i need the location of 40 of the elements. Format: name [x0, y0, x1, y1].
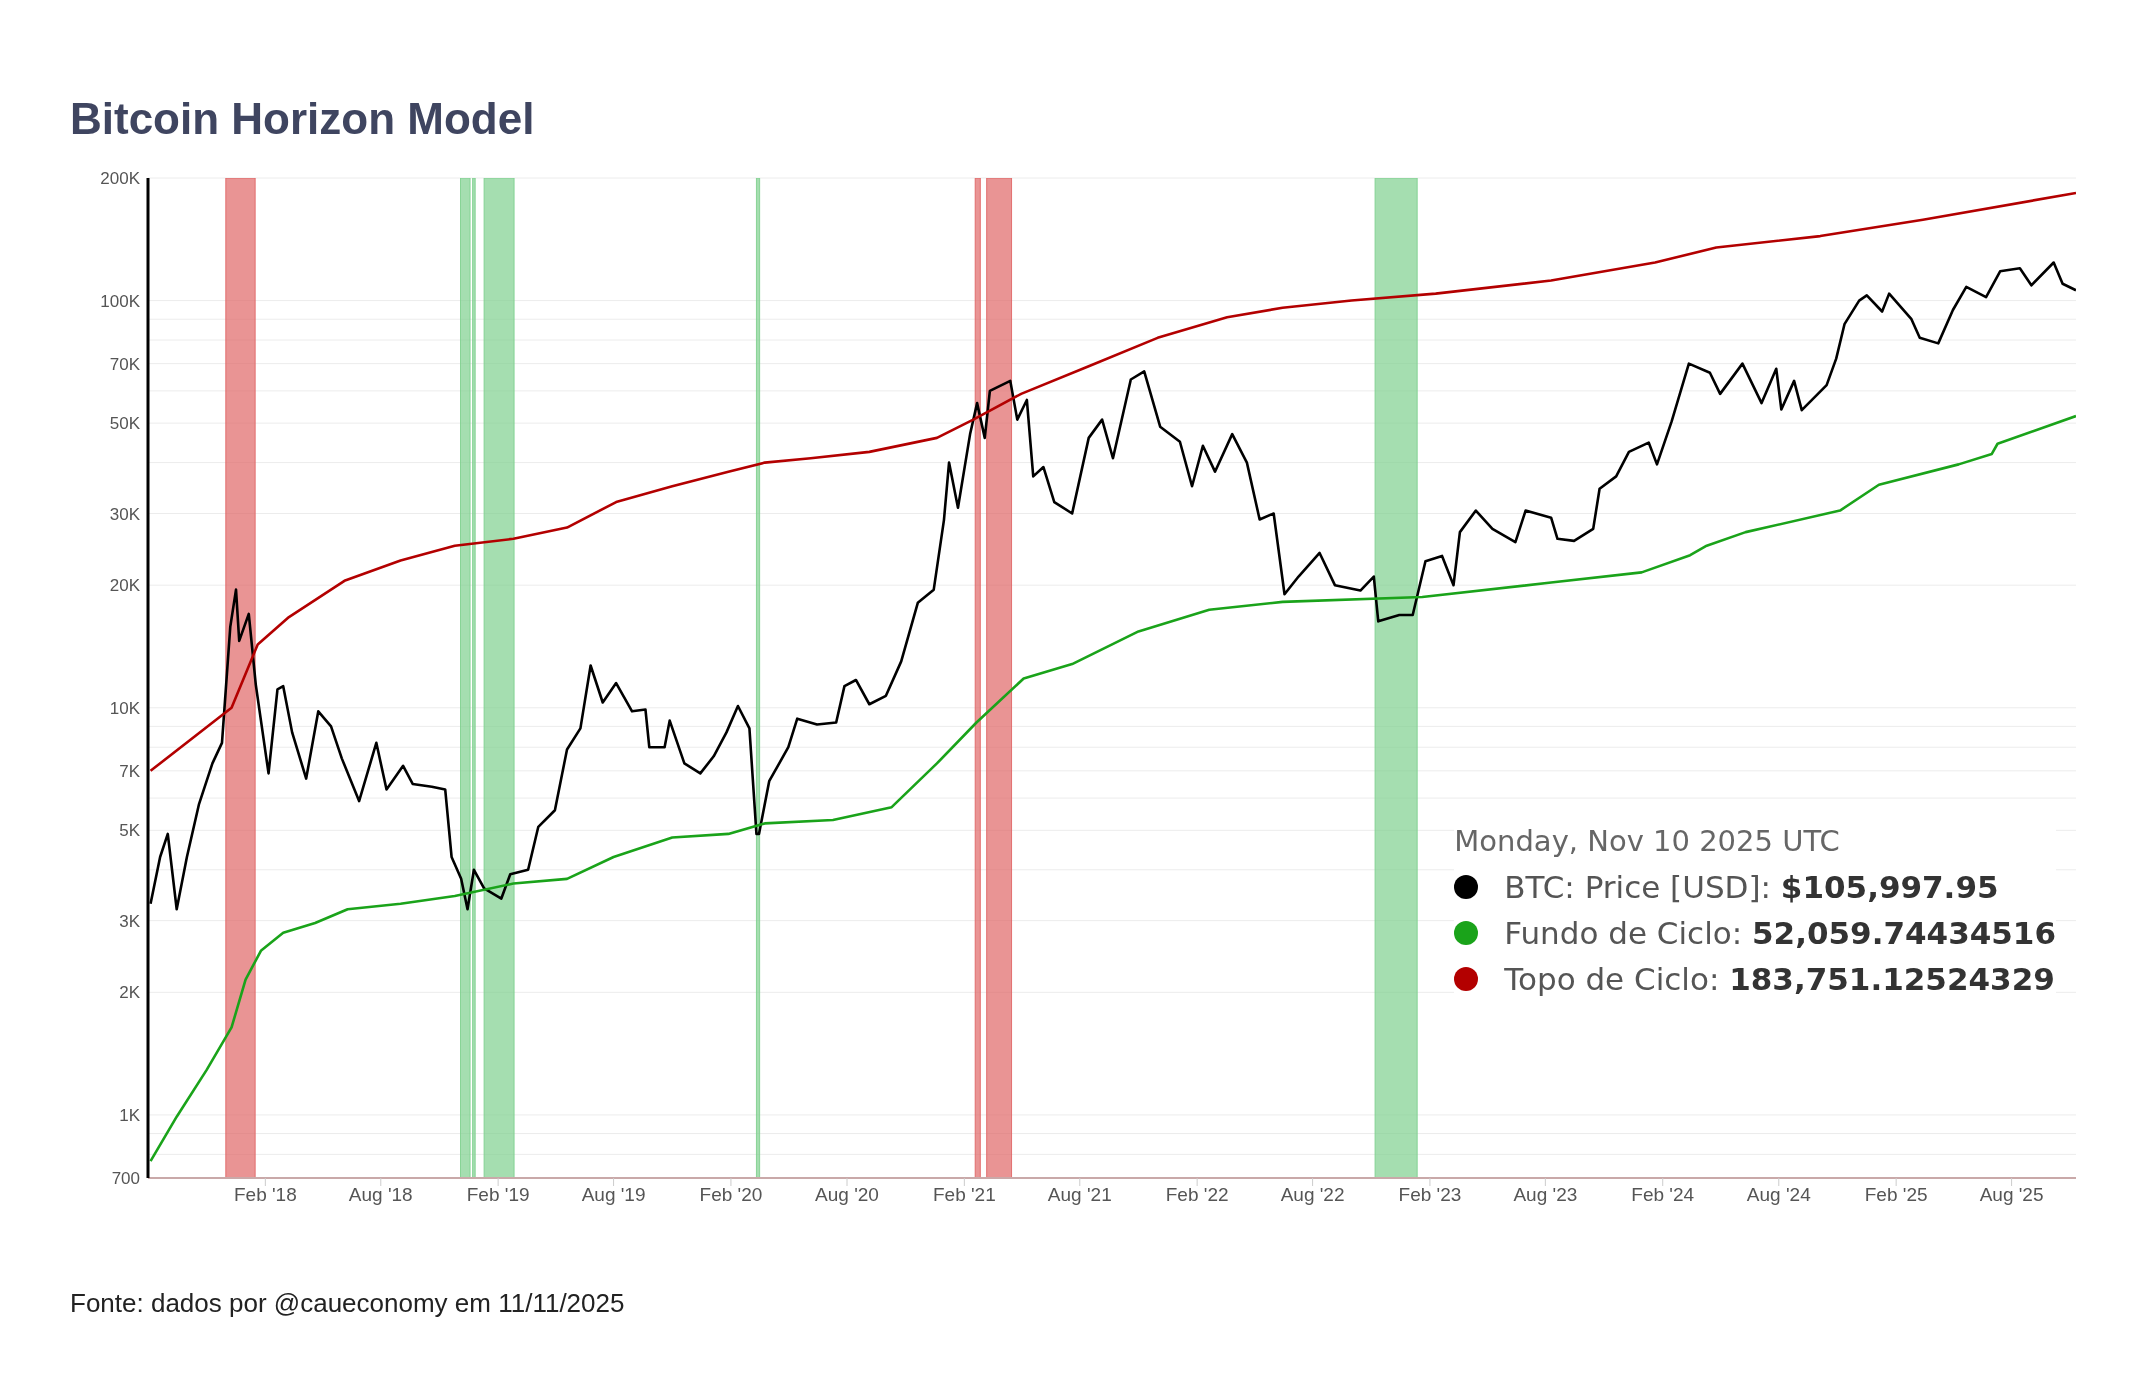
y-tick-label: 200K: [100, 169, 141, 189]
y-tick-label: 1K: [119, 1105, 141, 1125]
x-tick-label: Aug '18: [348, 1184, 413, 1206]
x-tick-label: Aug '20: [815, 1184, 879, 1206]
y-tick-label: 20K: [109, 576, 141, 596]
y-tick-label: 30K: [109, 504, 141, 524]
y-tick-label: 100K: [100, 291, 141, 311]
y-tick-label: 70K: [109, 354, 141, 374]
legend-label: BTC: Price [USD]:: [1504, 868, 1772, 907]
y-tick-label: 50K: [109, 414, 141, 434]
x-tick-label: Aug '22: [1280, 1184, 1345, 1206]
line-series: [149, 191, 2076, 773]
x-tick-label: Aug '25: [1979, 1184, 2044, 1206]
x-tick-label: Feb '25: [1864, 1184, 1928, 1206]
x-tick-label: Feb '22: [1165, 1184, 1229, 1206]
x-tick-label: Feb '23: [1398, 1184, 1462, 1206]
chart-title: Bitcoin Horizon Model: [70, 94, 535, 144]
y-tick-label: 700: [111, 1169, 140, 1189]
annotation: $105,997.95: [1780, 868, 1999, 907]
x-tick-label: Feb '20: [699, 1184, 763, 1206]
y-tick-label: 5K: [119, 821, 141, 841]
x-tick-label: Aug '24: [1746, 1184, 1812, 1206]
annotation: 183,751.12524329: [1729, 960, 2055, 999]
legend-label: Fundo de Ciclo:: [1504, 914, 1744, 953]
legend-label: Topo de Ciclo:: [1504, 960, 1721, 999]
line-series: [149, 414, 2076, 1163]
x-tick-label: Feb '19: [466, 1184, 530, 1206]
legend-title: Monday, Nov 10 2025 UTC: [1454, 823, 1841, 860]
x-tick-label: Aug '23: [1513, 1184, 1578, 1206]
x-tick-label: Feb '18: [233, 1184, 297, 1206]
y-tick-label: 2K: [119, 983, 141, 1003]
source-note: Fonte: dados por @caueconomy em 11/11/2025: [70, 1288, 625, 1319]
y-tick-label: 3K: [119, 911, 141, 931]
y-tick-label: 10K: [109, 698, 141, 718]
x-tick-label: Feb '24: [1631, 1184, 1695, 1206]
x-tick-label: Aug '19: [581, 1184, 646, 1206]
x-tick-label: Aug '21: [1047, 1184, 1112, 1206]
x-tick-label: Feb '21: [932, 1184, 996, 1206]
annotation: 52,059.74434516: [1752, 914, 2056, 953]
y-tick-label: 7K: [119, 761, 141, 781]
